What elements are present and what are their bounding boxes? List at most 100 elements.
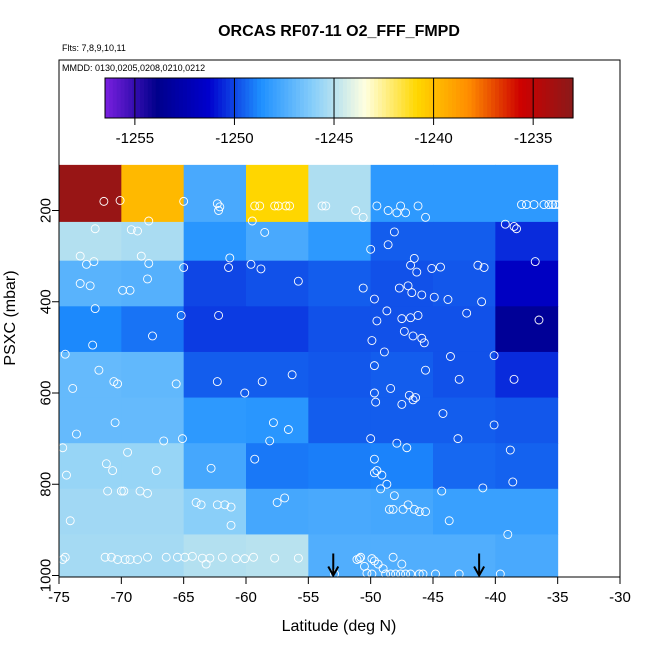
- data-point: [444, 516, 454, 526]
- data-point: [369, 388, 379, 398]
- data-point: [477, 297, 487, 307]
- data-point: [224, 263, 233, 272]
- data-point: [144, 216, 154, 226]
- colorbar-tick-label: -1235: [514, 130, 552, 147]
- colorbar-swatch: [506, 78, 512, 118]
- heatmap-cell: [121, 443, 185, 490]
- data-point: [386, 569, 396, 579]
- data-point: [90, 304, 100, 314]
- data-point: [397, 399, 407, 409]
- data-point: [379, 347, 389, 357]
- data-point: [388, 552, 398, 562]
- heatmap-cell: [495, 306, 559, 353]
- data-point: [517, 200, 526, 210]
- colorbar-swatch: [401, 78, 406, 118]
- heatmap-cell: [370, 488, 434, 535]
- heatmap-cell: [246, 443, 309, 490]
- data-point: [436, 262, 445, 272]
- colorbar-swatch: [362, 78, 367, 118]
- data-point: [75, 251, 85, 261]
- data-point: [386, 383, 396, 393]
- data-point: [144, 258, 154, 268]
- colorbar-swatch: [393, 78, 399, 118]
- heatmap-cell: [246, 397, 309, 444]
- heatmap-cell: [370, 443, 434, 490]
- colorbar-swatch: [327, 78, 332, 118]
- colorbar-swatch: [545, 78, 551, 118]
- colorbar: -1255 -1250 -1245 -1240 -1235: [104, 77, 574, 147]
- colorbar-swatch: [378, 78, 383, 118]
- colorbar-swatch: [159, 78, 165, 118]
- heatmap-cell: [183, 221, 247, 262]
- colorbar-swatch: [381, 78, 387, 118]
- data-point: [133, 226, 142, 236]
- heatmap-cell: [246, 351, 309, 399]
- heatmap-cell: [121, 488, 185, 535]
- colorbar-swatch: [456, 78, 461, 118]
- heatmap-cell: [59, 351, 122, 399]
- colorbar-swatch: [175, 78, 180, 118]
- heatmap-cell: [308, 221, 372, 262]
- colorbar-swatch: [335, 78, 340, 118]
- data-point: [421, 365, 430, 375]
- colorbar-swatch: [116, 78, 122, 118]
- data-point: [280, 493, 290, 503]
- heatmap-cell: [246, 221, 309, 262]
- data-point: [358, 212, 368, 222]
- colorbar-swatch: [514, 78, 519, 118]
- colorbar-swatch: [428, 78, 434, 118]
- data-point: [479, 263, 489, 272]
- data-point: [231, 554, 241, 564]
- colorbar-swatch: [206, 78, 211, 118]
- data-point: [377, 470, 387, 480]
- colorbar-swatch: [147, 78, 153, 118]
- x-tick-label: -75: [48, 589, 70, 606]
- colorbar-tick-label: -1250: [215, 130, 253, 147]
- x-tick-label: -40: [484, 589, 506, 606]
- data-point: [99, 196, 109, 206]
- data-point: [283, 425, 293, 434]
- colorbar-tick-label: -1240: [414, 130, 452, 147]
- data-point: [396, 201, 406, 211]
- colorbar-swatch: [296, 78, 301, 118]
- y-axis: 200 400 600 800 1000: [37, 198, 59, 592]
- data-point: [103, 486, 113, 496]
- data-point: [414, 569, 424, 579]
- colorbar-swatch: [257, 78, 262, 118]
- colorbar-swatch: [112, 78, 118, 118]
- colorbar-swatch: [448, 78, 453, 118]
- data-point: [143, 274, 152, 284]
- data-point: [212, 500, 222, 510]
- data-point: [90, 224, 100, 234]
- heatmap-cell: [495, 260, 559, 307]
- colorbar-swatch: [350, 78, 356, 118]
- data-point: [226, 502, 236, 512]
- colorbar-swatch: [342, 78, 348, 118]
- data-point: [60, 552, 70, 562]
- colorbar-swatch: [549, 78, 555, 118]
- heatmap-cell: [121, 351, 185, 399]
- data-point: [495, 569, 505, 579]
- heatmap-cell: [495, 351, 559, 399]
- data-point: [539, 200, 549, 210]
- data-point: [417, 333, 427, 343]
- colorbar-swatch: [214, 78, 219, 118]
- data-point: [126, 225, 136, 235]
- data-point: [85, 281, 95, 291]
- data-point: [268, 418, 278, 428]
- colorbar-swatch: [534, 78, 539, 118]
- colorbar-swatch: [444, 78, 449, 118]
- data-point: [394, 283, 404, 293]
- data-point: [60, 349, 70, 359]
- heatmap-cell: [370, 351, 434, 399]
- data-point: [116, 486, 126, 496]
- heatmap-cell: [495, 534, 559, 578]
- data-point: [108, 466, 118, 476]
- data-point: [421, 212, 430, 222]
- colorbar-swatch: [229, 78, 235, 118]
- x-tick-label: -35: [547, 589, 569, 606]
- heatmap-cell: [433, 488, 496, 535]
- data-point: [118, 285, 128, 295]
- data-point: [382, 306, 392, 316]
- colorbar-border: [104, 77, 574, 119]
